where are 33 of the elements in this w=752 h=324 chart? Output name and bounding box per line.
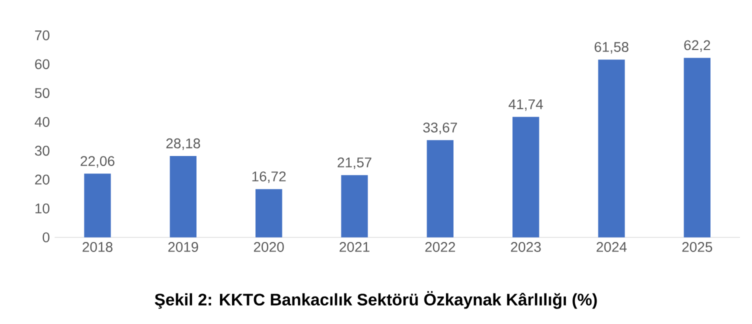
y-tick-label: 40 <box>34 116 50 127</box>
data-label: 28,18 <box>166 138 200 150</box>
x-tick-label: 2024 <box>596 242 627 252</box>
data-label: 16,72 <box>252 171 286 184</box>
y-tick-label: 30 <box>34 146 50 156</box>
y-tick-label: 50 <box>34 88 50 98</box>
data-label: 21,57 <box>338 158 372 170</box>
data-label: 62,2 <box>684 40 710 52</box>
y-tick-label: 70 <box>35 30 50 40</box>
y-tick-label: 20 <box>35 174 50 185</box>
data-label: 41,74 <box>508 99 543 111</box>
data-label: 33,67 <box>423 122 457 134</box>
y-tick-label: 0 <box>42 232 50 242</box>
x-tick-label: 2019 <box>168 242 198 252</box>
bar <box>598 60 625 238</box>
bar <box>426 140 454 238</box>
x-tick-label: 2022 <box>425 242 456 252</box>
x-tick-label: 2023 <box>510 242 541 252</box>
x-tick-label: 2020 <box>254 242 284 252</box>
y-tick-label: 60 <box>35 59 50 70</box>
bar <box>84 174 111 238</box>
x-tick-label: 2025 <box>682 242 712 252</box>
x-tick-label: 2021 <box>340 242 370 252</box>
bar <box>256 189 282 238</box>
bar <box>684 58 710 238</box>
bar <box>512 116 540 238</box>
data-label: 22,06 <box>80 156 114 168</box>
bar <box>170 156 196 238</box>
bar <box>341 175 368 238</box>
data-label: 61,58 <box>594 42 628 54</box>
y-tick-label: 10 <box>35 204 50 214</box>
text: Şekil 2: KKTC Bankacılık Sektörü Özkaynak Kârlılığı (%) <box>154 291 597 309</box>
x-tick-label: 2018 <box>82 242 112 252</box>
